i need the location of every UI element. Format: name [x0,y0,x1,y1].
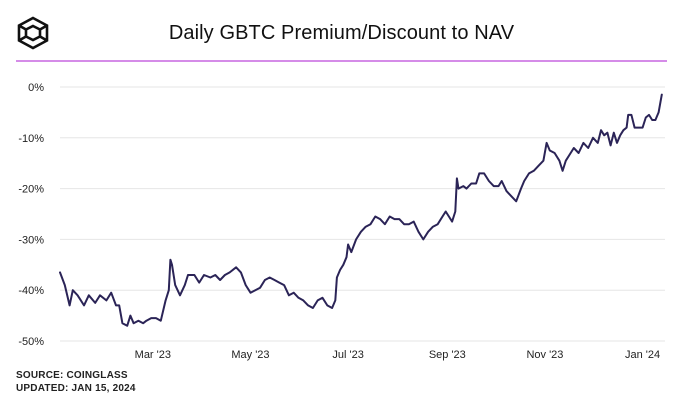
x-tick-label: May '23 [231,349,269,361]
y-tick-label: -20% [18,184,44,196]
line-chart: 0% -10% -20% -30% -40% -50% Mar '23 May '23 Jul … [18,82,665,361]
cube-logo-icon [17,16,49,50]
title-divider [16,60,667,62]
premium-discount-line [59,93,663,327]
y-tick-label: -10% [18,133,44,145]
y-tick-label: -50% [18,336,44,348]
x-tick-label: Mar '23 [135,349,171,361]
x-tick-label: Nov '23 [526,349,563,361]
x-tick-label: Jul '23 [332,349,363,361]
source-note: SOURCE: COINGLASS [16,370,128,381]
x-tick-label: Sep '23 [429,349,466,361]
chart-title: Daily GBTC Premium/Discount to NAV [168,22,515,44]
y-tick-label: -30% [18,234,44,246]
x-tick-label: Jan '24 [625,349,660,361]
y-tick-label: -40% [18,285,44,297]
footer: SOURCE: COINGLASS UPDATED: JAN 15, 2024 [16,369,136,395]
updated-note: UPDATED: JAN 15, 2024 [16,383,136,394]
y-tick-label: 0% [28,82,44,94]
